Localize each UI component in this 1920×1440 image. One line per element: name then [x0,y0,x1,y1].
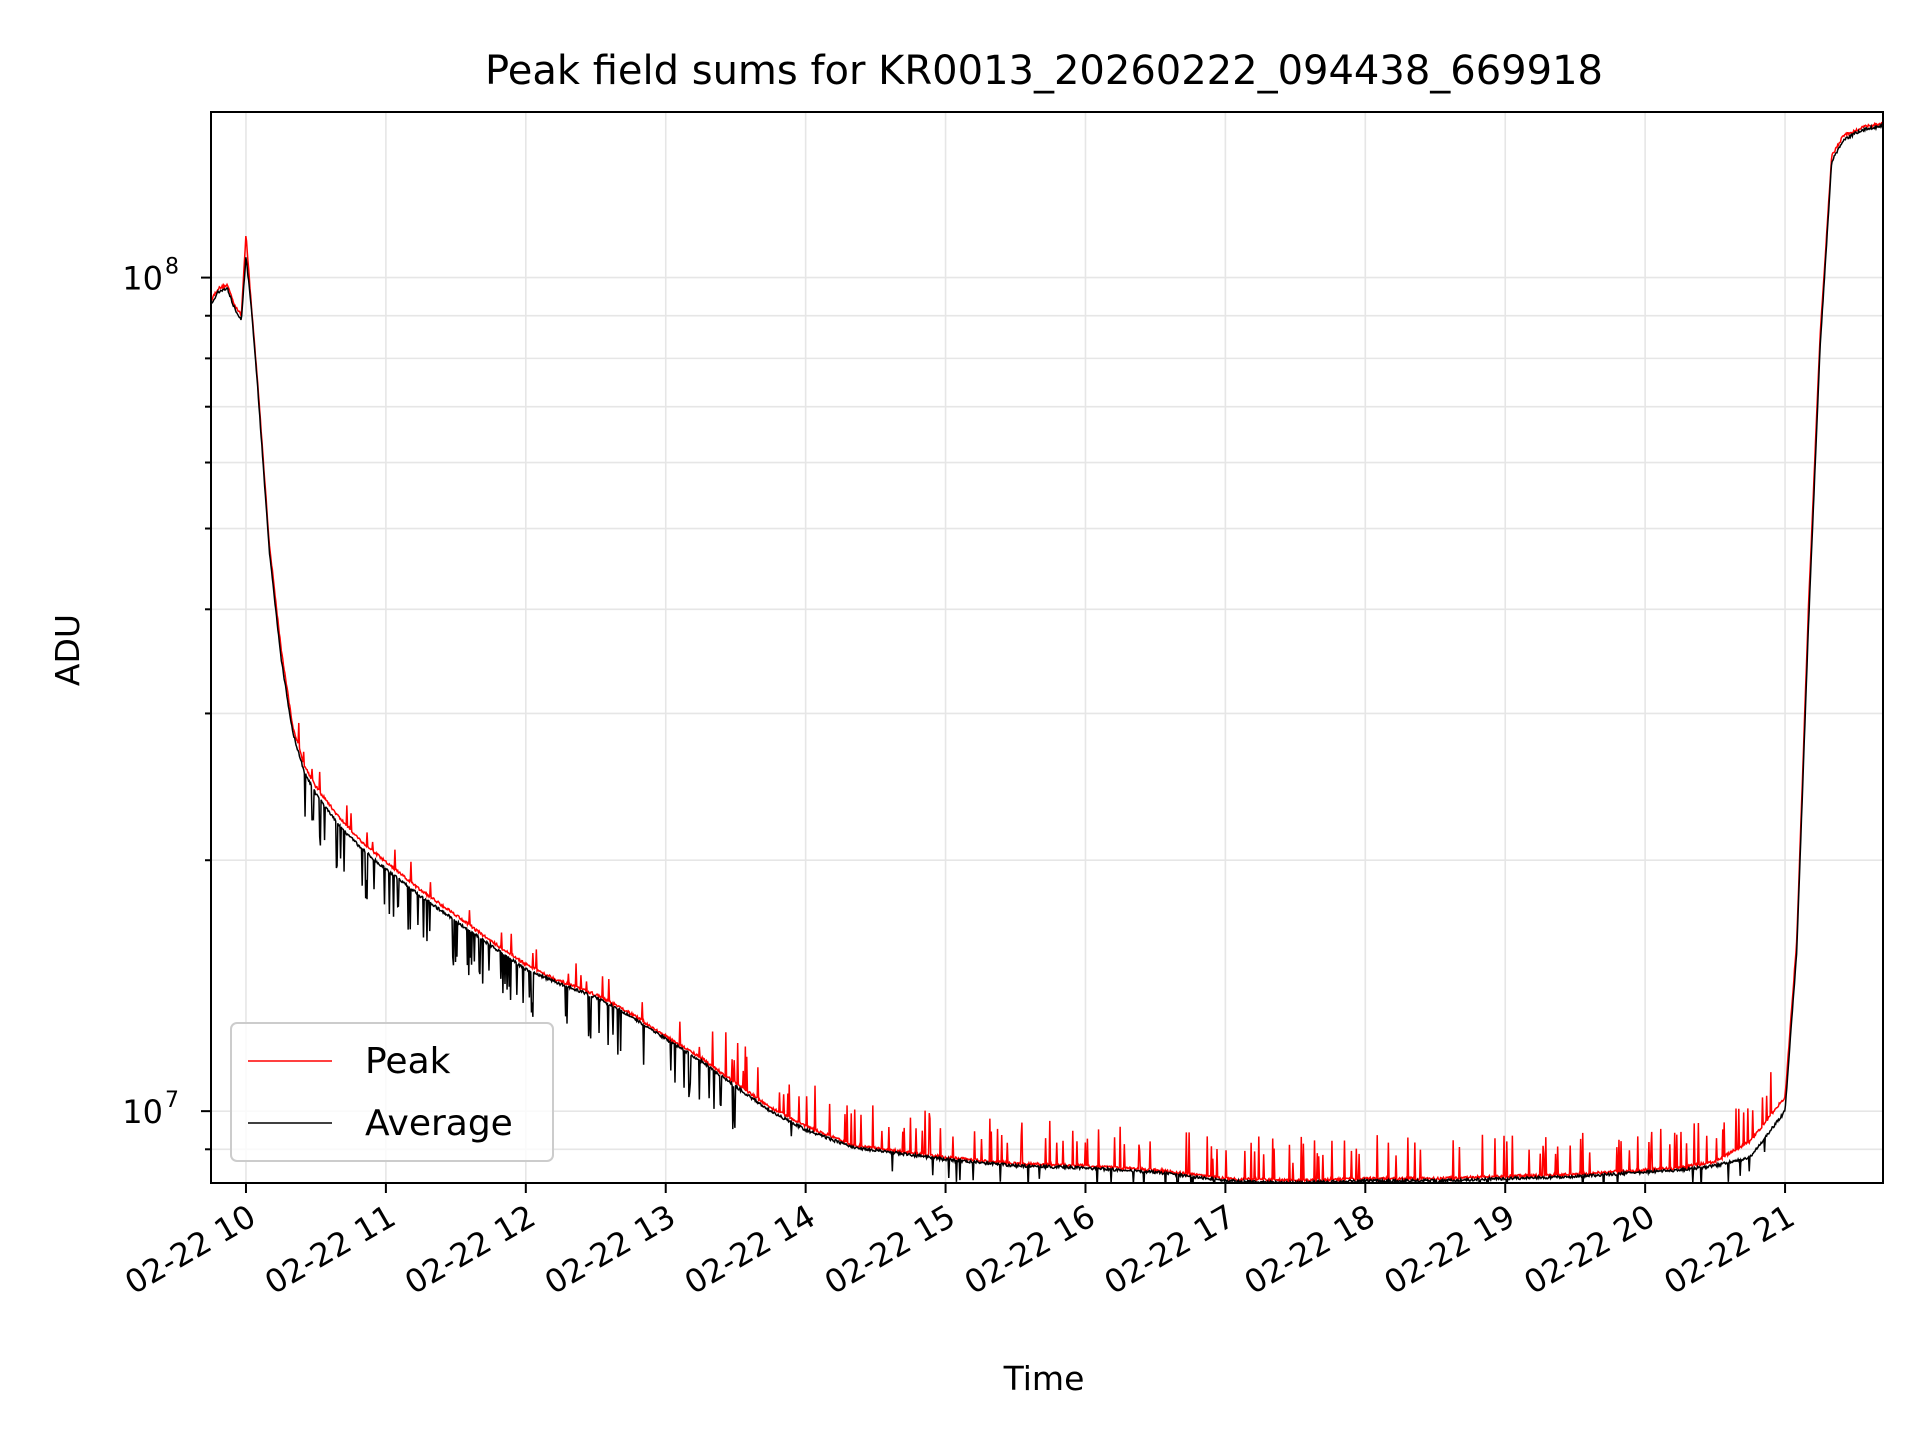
x-tick-label: 02-22 14 [678,1197,822,1302]
y-tick-label: 10 [122,260,163,298]
y-tick-label: 10 [122,1093,163,1131]
x-tick-label: 02-22 13 [538,1197,682,1302]
legend-label-average: Average [365,1103,513,1144]
x-axis-label: Time [1003,1359,1085,1398]
x-tick-label: 02-22 12 [398,1197,542,1302]
x-tick-label: 02-22 19 [1378,1197,1522,1302]
grid [211,112,1883,1183]
x-tick-label: 02-22 15 [818,1197,962,1302]
chart-title: Peak field sums for KR0013_20260222_0944… [485,48,1603,94]
y-axis-label: ADU [48,614,87,686]
legend-label-peak: Peak [365,1041,451,1082]
x-tick-label: 02-22 18 [1238,1197,1382,1302]
y-tick-exponent: 7 [165,1088,179,1113]
series-layer [211,121,1883,1183]
x-tick-label: 02-22 21 [1657,1197,1801,1302]
legend: Peak Average [230,1022,554,1162]
x-tick-label: 02-22 16 [958,1197,1102,1302]
x-tick-label: 02-22 10 [118,1197,262,1302]
x-tick-label: 02-22 11 [258,1197,402,1302]
legend-box [230,1022,554,1162]
plot-frame [210,111,1884,1184]
y-tick-exponent: 8 [165,255,179,280]
x-tick-label: 02-22 17 [1098,1197,1242,1302]
x-tick-label: 02-22 20 [1518,1197,1662,1302]
series-line-average [211,122,1883,1183]
